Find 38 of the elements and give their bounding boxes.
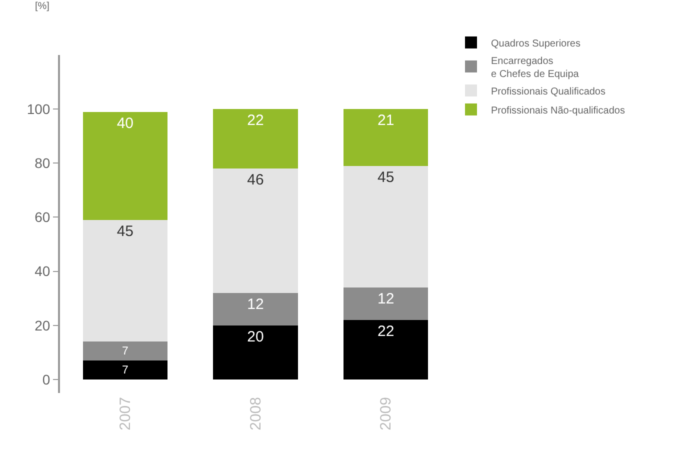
data-label: 22 xyxy=(377,322,394,340)
data-label: 7 xyxy=(122,346,128,358)
y-tick-label: 20 xyxy=(34,317,50,334)
data-label: 7 xyxy=(122,364,128,376)
data-label: 20 xyxy=(247,328,264,346)
data-label: 12 xyxy=(247,296,264,313)
bar xyxy=(343,320,428,380)
data-label: 45 xyxy=(377,168,394,186)
data-label: 45 xyxy=(116,222,134,240)
bar xyxy=(213,109,298,169)
y-tick-label: 40 xyxy=(34,263,50,280)
y-tick-label: 100 xyxy=(26,100,50,117)
data-label: 40 xyxy=(116,114,134,132)
bar xyxy=(82,360,168,380)
y-tick-label: 80 xyxy=(34,155,50,172)
bar xyxy=(82,112,168,220)
legend-label: Encarregados e Chefes de Equipa xyxy=(491,56,580,80)
legend-label: Profissionais Qualificados xyxy=(491,86,606,98)
bar xyxy=(343,288,428,320)
bar xyxy=(343,166,428,288)
y-axis-title: [%] xyxy=(35,1,50,12)
y-tick-label: 0 xyxy=(42,371,50,388)
bar xyxy=(82,220,168,342)
data-label: 12 xyxy=(377,290,394,308)
x-tick-label: 2007 xyxy=(117,397,134,430)
data-label: 21 xyxy=(377,112,394,130)
data-label: 22 xyxy=(247,112,264,130)
bar xyxy=(213,168,298,293)
legend-label: Quadros Superiores xyxy=(491,38,580,50)
x-tick-label: 2009 xyxy=(378,397,395,430)
legend-label: Profissionais Não-qualificados xyxy=(491,105,625,116)
bar xyxy=(82,342,168,361)
data-label: 46 xyxy=(247,172,264,189)
bar xyxy=(343,109,428,166)
x-tick-label: 2008 xyxy=(247,397,264,430)
y-tick-label: 60 xyxy=(34,209,50,226)
bar xyxy=(213,325,298,380)
bar xyxy=(213,292,298,326)
